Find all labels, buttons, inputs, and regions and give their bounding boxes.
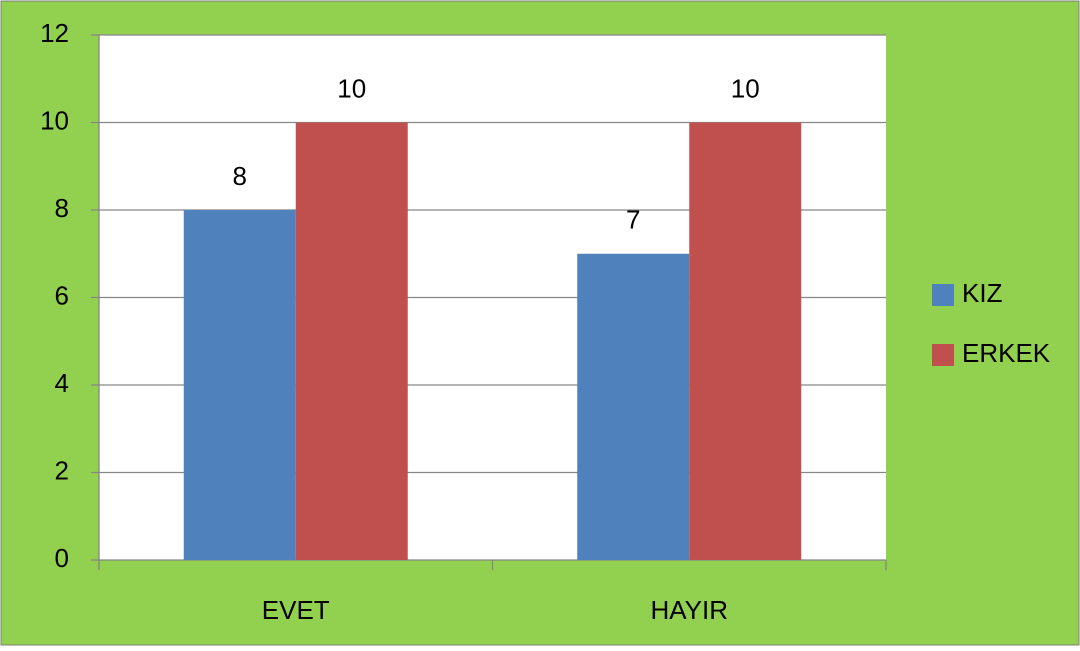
y-tick-label: 0	[55, 543, 69, 573]
bar	[295, 122, 408, 560]
y-tick-label: 10	[40, 105, 69, 135]
bar	[577, 253, 690, 560]
bar	[183, 210, 296, 560]
legend-label: KIZ	[962, 278, 1003, 308]
data-label: 10	[731, 73, 760, 103]
data-label: 7	[626, 205, 640, 235]
y-tick-label: 6	[55, 280, 69, 310]
bar	[689, 122, 802, 560]
y-tick-label: 2	[55, 455, 69, 485]
legend-swatch	[932, 284, 954, 306]
data-label: 10	[337, 73, 366, 103]
y-tick-label: 4	[55, 368, 69, 398]
y-tick-label: 12	[40, 18, 69, 48]
legend-label: ERKEK	[962, 338, 1051, 368]
data-label: 8	[233, 161, 247, 191]
x-tick-label: EVET	[262, 595, 330, 625]
legend-swatch	[932, 344, 954, 366]
x-tick-label: HAYIR	[650, 595, 728, 625]
y-tick-label: 8	[55, 193, 69, 223]
